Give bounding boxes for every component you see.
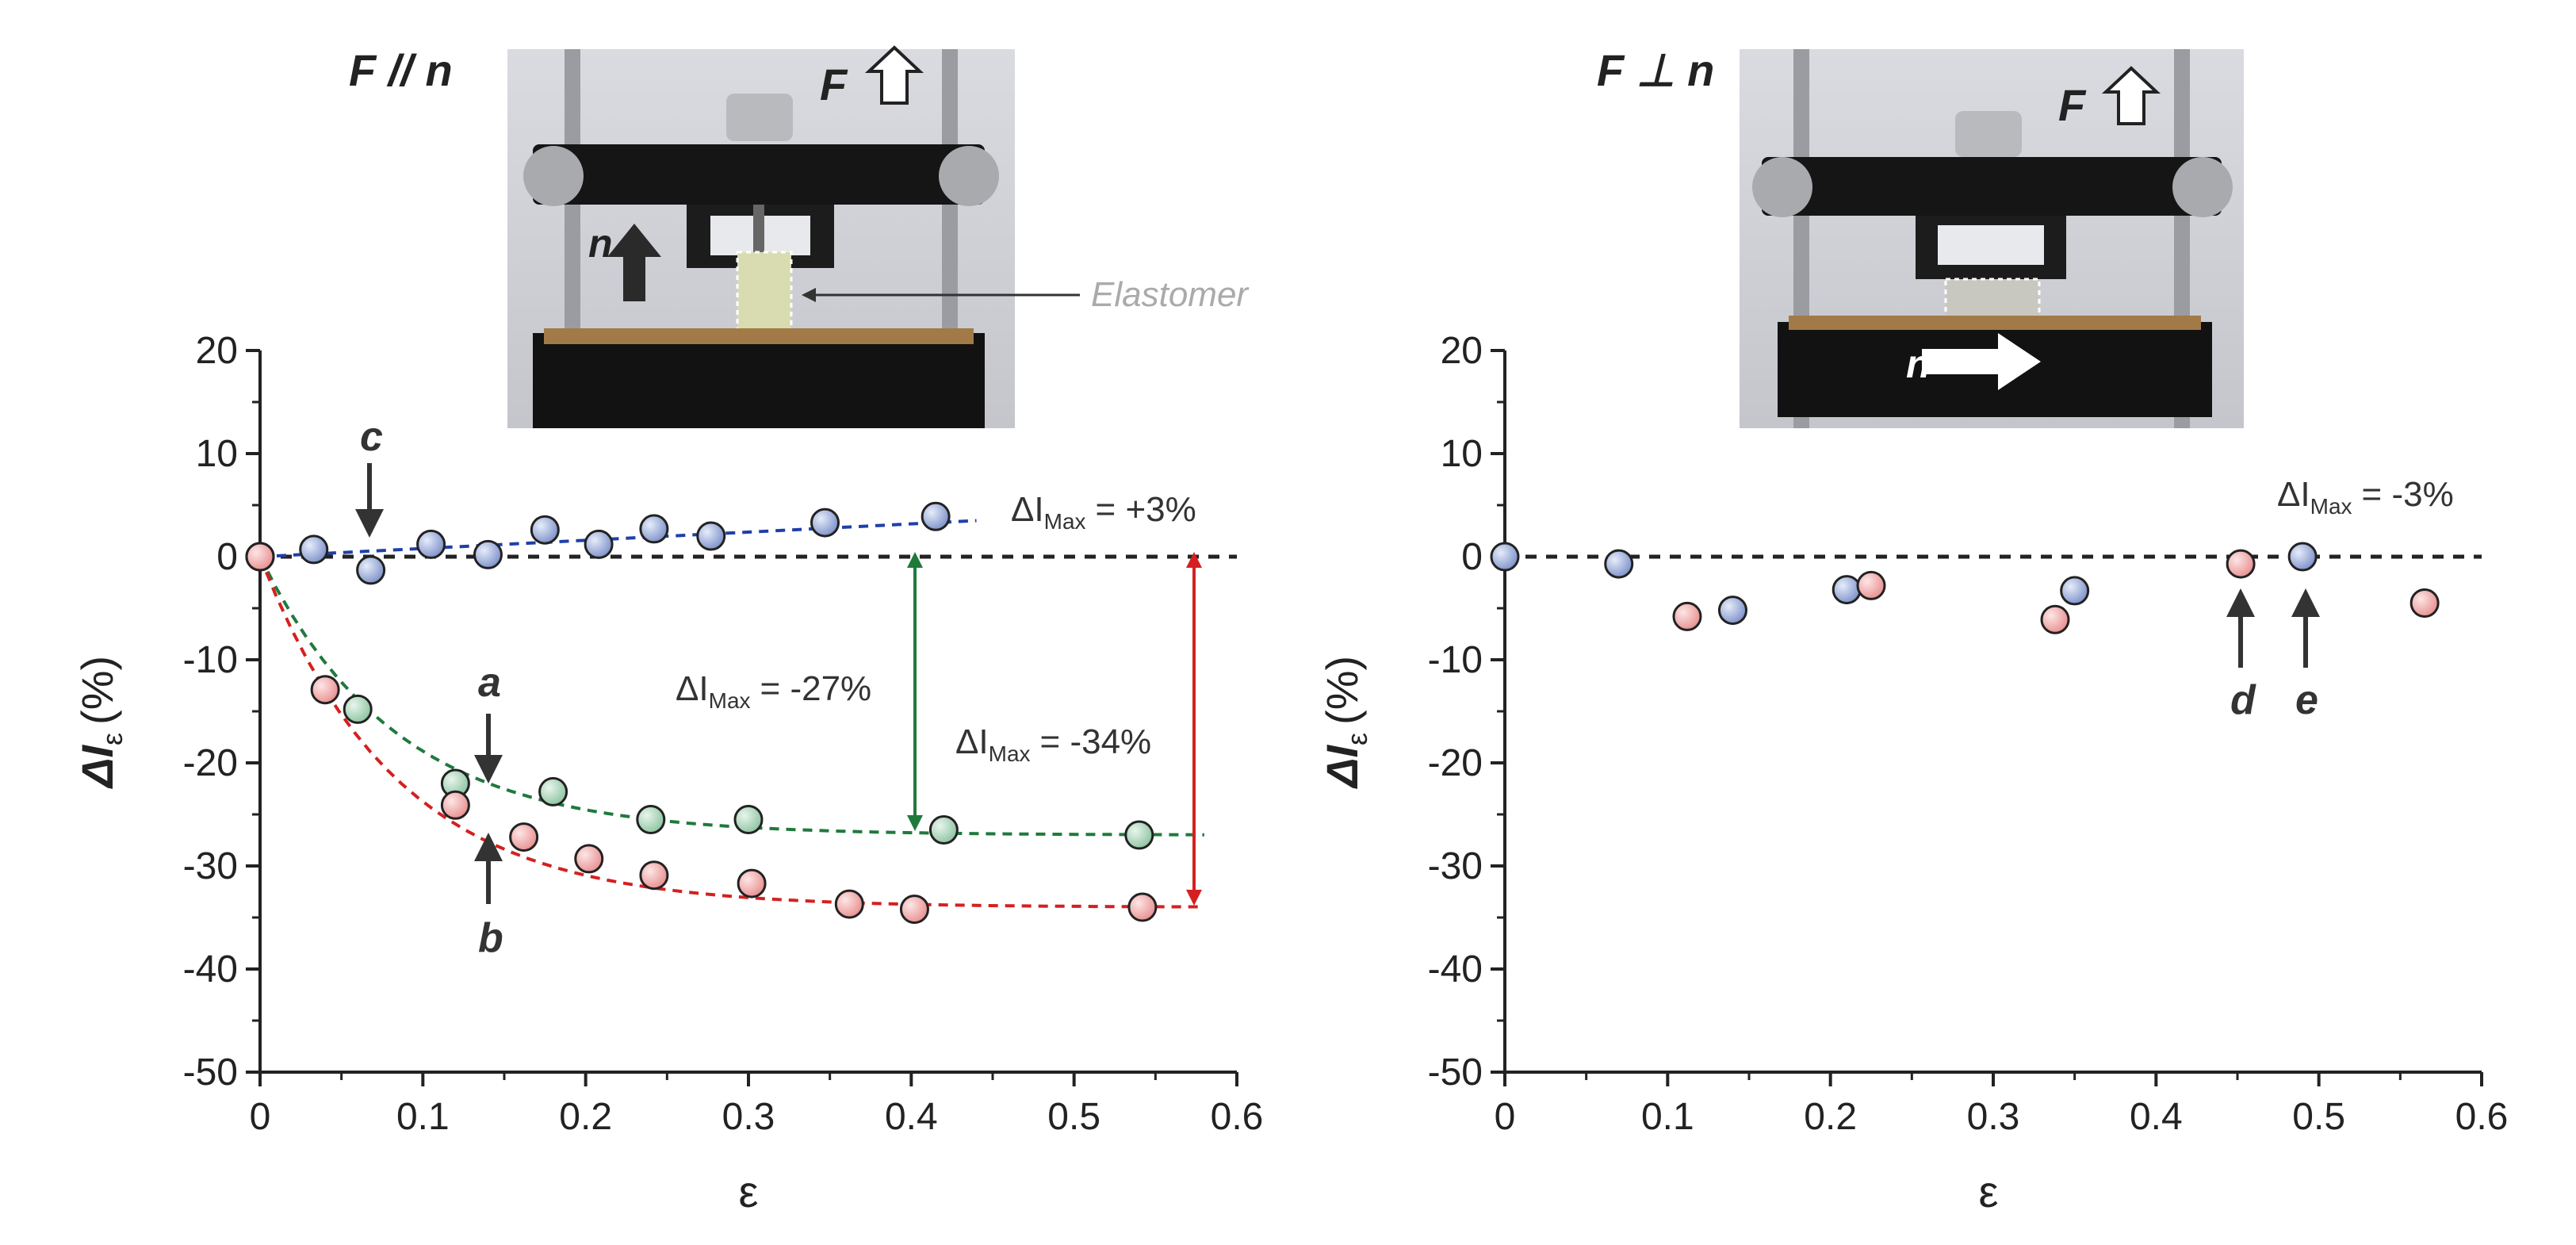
data-point-series-0 — [299, 534, 329, 565]
y-tick-label: -10 — [1428, 639, 1483, 681]
photo-left: F n Elastomer — [507, 45, 1250, 428]
panel-label-left: F // n — [349, 45, 453, 95]
data-point-series-1 — [733, 805, 764, 834]
y-tick-label: -20 — [1428, 742, 1483, 784]
data-point-series-0 — [2287, 542, 2318, 572]
annotation-max-green: ΔIMax = -27% — [676, 669, 871, 713]
x-tick-label: 0.1 — [396, 1096, 450, 1138]
x-tick-label: 0.2 — [559, 1096, 612, 1138]
data-point-series-2 — [639, 860, 669, 891]
x-axis-title-left: ε — [739, 1166, 759, 1216]
data-point-series-1 — [928, 815, 959, 845]
photo-force-label-left: F — [820, 59, 848, 109]
x-tick-label: 0.6 — [1211, 1096, 1264, 1138]
photo-force-label-right: F — [2058, 80, 2087, 130]
data-point-series-0 — [416, 529, 446, 559]
data-point-series-1 — [636, 805, 666, 834]
data-point-series-0 — [810, 508, 840, 538]
x-tick-label: 0.1 — [1641, 1096, 1694, 1138]
photo-normal-label-right: n — [1906, 342, 1931, 386]
data-point-series-1 — [538, 776, 568, 806]
data-point-series-1 — [1672, 601, 1702, 631]
data-point-series-0 — [2060, 576, 2090, 606]
y-tick-label: 0 — [216, 536, 238, 578]
x-tick-label: 0 — [1495, 1096, 1516, 1138]
plot-right: 0 0.1 0.2 0.3 0.4 0.5 0.6 20 10 0 -10 -20 -30 -40 -50 — [1428, 330, 2509, 1138]
data-point-series-0 — [530, 515, 560, 545]
pointer-label-a: a — [478, 660, 501, 706]
x-tick-label: 0.5 — [1047, 1096, 1100, 1138]
y-tick-label: -50 — [183, 1052, 238, 1094]
data-point-series-2 — [834, 889, 864, 919]
x-axis-title-right: ε — [1979, 1166, 1999, 1216]
plot-left: 0 0.1 0.2 0.3 0.4 0.5 0.6 20 10 0 -10 -20 -30 -40 -50 — [183, 330, 1264, 1138]
data-point-series-1 — [1124, 820, 1154, 850]
photo-normal-label-left: n — [588, 221, 613, 266]
y-axis-title-right: ΔIε(%) — [1317, 656, 1373, 789]
data-point-series-2 — [509, 822, 539, 852]
data-point-series-0 — [1490, 542, 1520, 572]
data-point-series-1 — [2040, 604, 2070, 634]
data-point-series-2 — [899, 894, 929, 925]
x-tick-label: 0.4 — [885, 1096, 938, 1138]
x-tick-label: 0 — [250, 1096, 271, 1138]
y-tick-label: -40 — [1428, 948, 1483, 990]
data-point-series-0 — [356, 555, 386, 585]
data-point-series-2 — [1127, 892, 1158, 922]
data-point-series-2 — [574, 844, 604, 874]
y-tick-label: -20 — [183, 742, 238, 784]
pointer-label-d: d — [2230, 677, 2256, 723]
panel-left: F // n F n Elastomer 0 0.1 0.2 — [72, 45, 1263, 1216]
y-tick-label: 20 — [196, 330, 238, 372]
x-tick-label: 0.2 — [1804, 1096, 1857, 1138]
data-point-series-0 — [1717, 596, 1747, 626]
data-point-series-0 — [1832, 575, 1862, 605]
y-tick-label: -30 — [183, 845, 238, 887]
y-tick-label: -30 — [1428, 845, 1483, 887]
elastomer-label: Elastomer — [1091, 275, 1250, 314]
data-point-series-0 — [1604, 549, 1634, 579]
data-point-series-0 — [473, 539, 503, 569]
y-tick-label: -50 — [1428, 1052, 1483, 1094]
data-point-series-0 — [584, 529, 614, 559]
fit-curve-0 — [259, 519, 977, 558]
fit-curve-2 — [258, 556, 1204, 909]
y-axis-title-left: ΔIε(%) — [72, 656, 128, 789]
data-point-series-2 — [245, 542, 275, 572]
y-tick-label: 0 — [1461, 536, 1483, 578]
fit-curve-1 — [258, 556, 1204, 837]
data-point-series-2 — [737, 868, 767, 898]
data-point-series-1 — [1856, 570, 1886, 600]
y-tick-label: -40 — [183, 948, 238, 990]
data-point-series-1 — [2226, 549, 2256, 579]
data-point-series-0 — [921, 501, 951, 531]
panel-right: F ⊥ n n F 0 0.1 0.2 0.3 0.4 0.5 0.6 20 10 0 -10 -20… — [1317, 45, 2508, 1216]
pointer-label-c: c — [360, 414, 383, 460]
x-tick-label: 0.5 — [2292, 1096, 2345, 1138]
x-tick-label: 0.3 — [722, 1096, 775, 1138]
y-tick-label: 10 — [1441, 433, 1483, 475]
y-tick-label: 10 — [196, 433, 238, 475]
data-point-series-0 — [639, 514, 669, 544]
panel-label-right: F ⊥ n — [1597, 45, 1714, 95]
x-tick-label: 0.3 — [1967, 1096, 2020, 1138]
x-tick-label: 0.6 — [2455, 1096, 2509, 1138]
data-point-series-2 — [440, 790, 470, 820]
x-tick-label: 0.4 — [2130, 1096, 2183, 1138]
photo-right: n F — [1740, 49, 2244, 428]
data-point-series-1 — [343, 694, 373, 724]
data-point-series-0 — [696, 521, 726, 551]
data-point-series-2 — [310, 675, 340, 705]
y-tick-label: -10 — [183, 639, 238, 681]
annotation-max-red: ΔIMax = -34% — [955, 722, 1151, 766]
pointer-label-e: e — [2295, 677, 2318, 723]
annotation-max-blue: ΔIMax = +3% — [1011, 490, 1196, 534]
pointer-label-b: b — [478, 915, 503, 961]
annotation-max-right: ΔIMax = -3% — [2277, 475, 2454, 519]
data-point-series-1 — [2409, 588, 2440, 618]
y-tick-label: 20 — [1441, 330, 1483, 372]
